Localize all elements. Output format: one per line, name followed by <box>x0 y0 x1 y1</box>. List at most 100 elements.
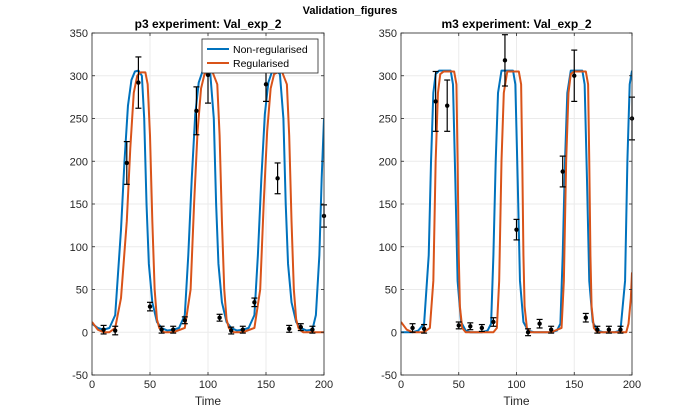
data-point-marker <box>263 82 269 87</box>
data-point <box>309 325 316 334</box>
data-point-marker <box>159 327 164 332</box>
x-tick-label: 200 <box>623 379 641 391</box>
y-tick-label: 300 <box>379 71 397 83</box>
data-point-marker <box>572 73 577 78</box>
y-tick-label: 0 <box>391 327 397 339</box>
chart-title: m3 experiment: Val_exp_2 <box>441 17 591 31</box>
data-point-marker <box>583 315 588 320</box>
data-point <box>228 326 235 335</box>
data-point <box>525 328 532 337</box>
data-point <box>467 322 474 331</box>
data-point-marker <box>502 58 508 63</box>
y-tick-label: 100 <box>379 242 397 254</box>
data-point-marker <box>171 327 176 332</box>
data-point-marker <box>618 327 623 332</box>
data-point-marker <box>287 326 292 332</box>
data-point-marker <box>229 328 234 333</box>
data-point-marker <box>479 325 485 331</box>
y-tick-label: 150 <box>70 199 88 211</box>
data-point-marker <box>514 227 519 232</box>
data-point <box>444 79 451 132</box>
data-point <box>594 325 601 334</box>
data-point-marker <box>205 72 211 78</box>
y-tick-label: 200 <box>70 156 88 168</box>
x-tick-label: 0 <box>89 379 95 391</box>
data-point <box>559 155 566 188</box>
data-point <box>605 325 612 334</box>
x-tick-label: 100 <box>507 379 525 391</box>
x-tick-label: 50 <box>144 379 156 391</box>
chart-title: p3 experiment: Val_exp_2 <box>135 17 282 31</box>
data-point <box>297 323 304 332</box>
data-point-marker <box>456 323 461 328</box>
legend: Non-regularised Regularised <box>201 38 319 74</box>
data-point-marker <box>548 327 554 332</box>
data-point-marker <box>113 328 118 333</box>
data-point-marker <box>217 315 222 320</box>
data-point-marker <box>421 326 427 332</box>
x-axis-label: Time <box>195 394 222 408</box>
x-tick-label: 200 <box>315 379 333 391</box>
data-point-marker <box>124 160 129 166</box>
data-point <box>421 323 428 334</box>
y-tick-label: 350 <box>379 28 397 40</box>
legend-entry: Regularised <box>233 58 289 70</box>
data-point <box>478 323 485 332</box>
data-point-marker <box>136 80 141 85</box>
data-point <box>490 317 497 327</box>
data-point-marker <box>468 324 473 329</box>
data-point <box>274 162 281 195</box>
data-point-marker <box>491 319 496 325</box>
data-point <box>193 86 200 136</box>
y-tick-label: 0 <box>82 327 88 339</box>
data-point-marker <box>525 330 531 335</box>
data-point-marker <box>182 318 187 323</box>
x-axis-label: Time <box>503 394 530 408</box>
data-point-marker <box>310 327 315 332</box>
data-point-marker <box>606 327 612 332</box>
data-point-marker <box>433 99 438 104</box>
data-point-marker <box>101 327 106 332</box>
series-line-regularised <box>401 70 632 334</box>
y-tick-label: 250 <box>379 114 397 126</box>
figure-title: Validation_figures <box>303 5 398 17</box>
data-point <box>432 70 439 132</box>
data-point-marker <box>240 327 245 332</box>
data-point <box>455 321 462 330</box>
y-tick-label: 100 <box>70 242 88 254</box>
y-tick-label: -50 <box>72 370 88 382</box>
data-point-marker <box>252 300 257 305</box>
data-point <box>286 324 293 333</box>
y-tick-label: 50 <box>76 285 88 297</box>
data-point-marker <box>595 327 600 332</box>
y-tick-label: 150 <box>379 199 397 211</box>
data-point <box>181 316 188 325</box>
y-tick-label: 350 <box>70 28 88 40</box>
y-tick-label: -50 <box>381 370 397 382</box>
data-point <box>147 301 153 312</box>
data-point-marker <box>147 304 153 309</box>
y-tick-label: 50 <box>385 285 397 297</box>
data-point <box>548 325 555 334</box>
data-point <box>112 325 119 336</box>
data-point-marker <box>560 169 565 174</box>
legend-entry: Non-regularised <box>233 44 308 56</box>
data-point-marker <box>537 321 542 326</box>
data-point <box>100 324 107 335</box>
legend-box <box>201 38 319 74</box>
x-tick-label: 0 <box>398 379 404 391</box>
data-point-marker <box>445 103 450 108</box>
data-point <box>239 325 246 334</box>
data-point-marker <box>275 176 280 181</box>
data-point <box>135 56 142 109</box>
data-point <box>501 34 508 87</box>
data-point <box>571 49 578 103</box>
series-group <box>401 69 632 334</box>
data-point <box>617 325 624 334</box>
y-tick-label: 250 <box>70 114 88 126</box>
y-tick-label: 300 <box>70 71 88 83</box>
